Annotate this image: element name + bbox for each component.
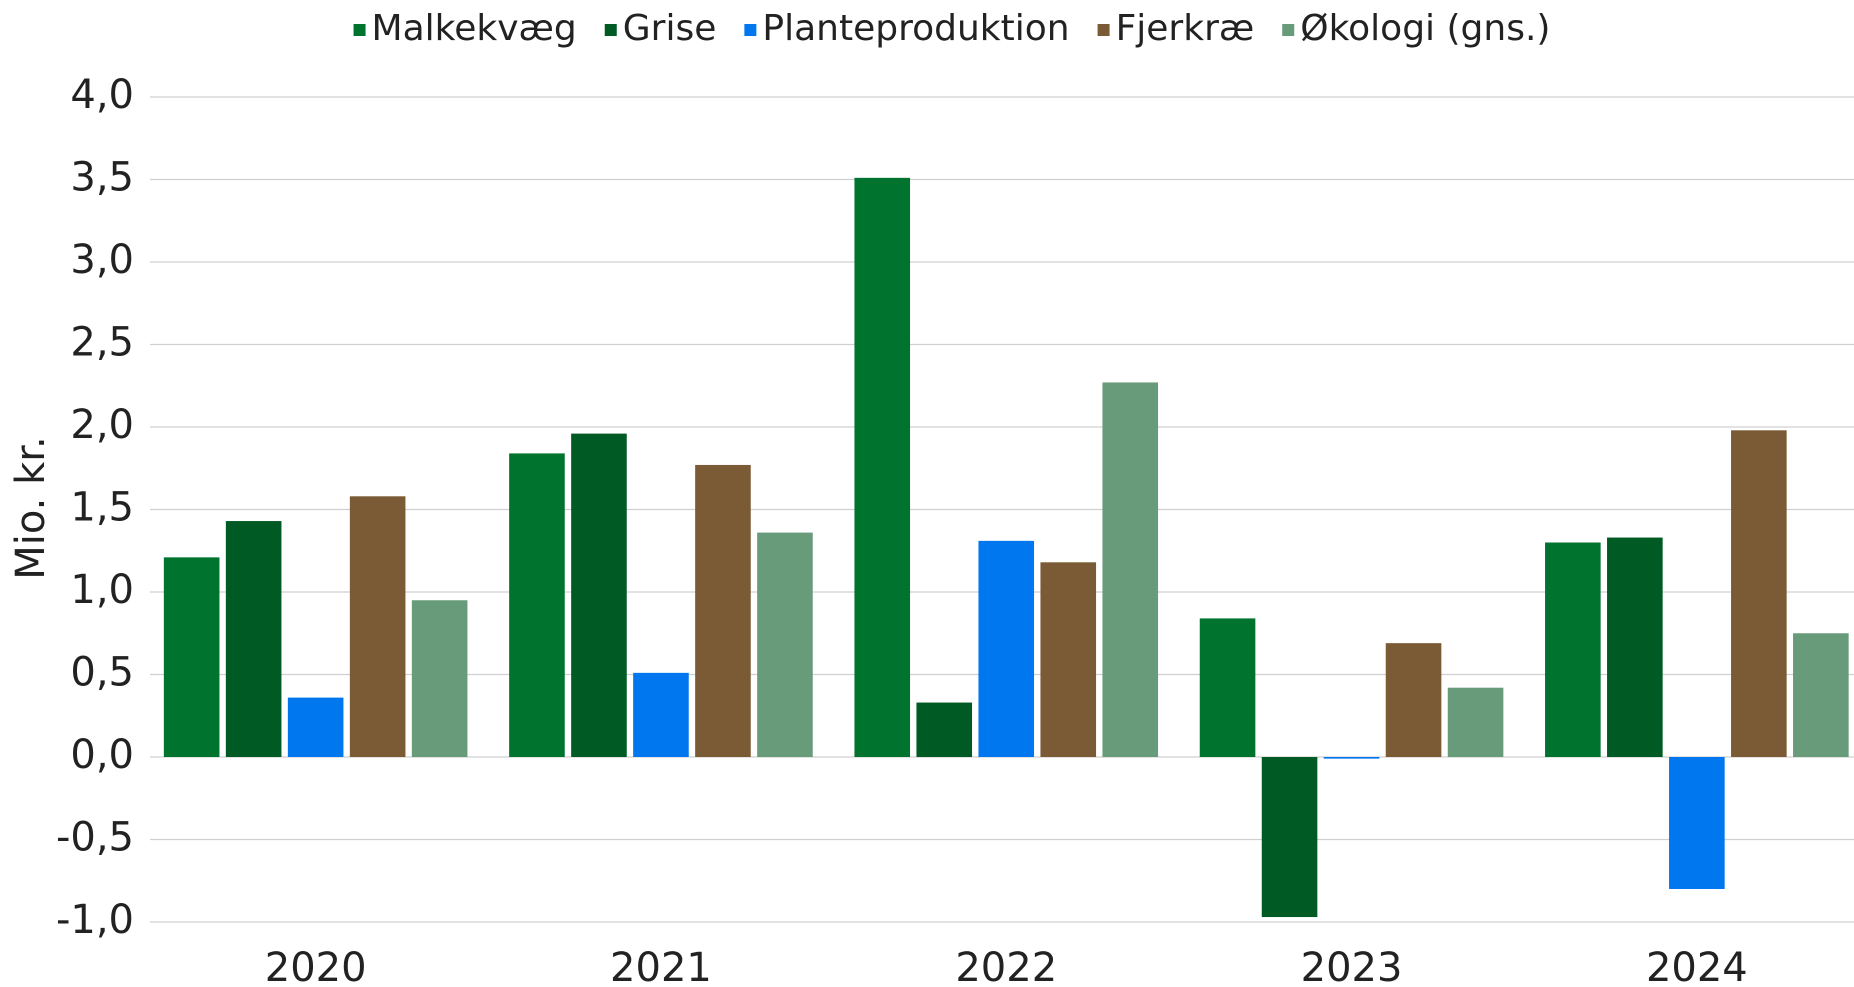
legend-label: Økologi (gns.) bbox=[1300, 8, 1550, 49]
legend-swatch bbox=[604, 24, 617, 36]
y-tick-label: 4,0 bbox=[70, 72, 134, 118]
bar bbox=[509, 453, 565, 757]
bar bbox=[349, 496, 406, 757]
bar bbox=[1199, 618, 1256, 757]
legend-label: Planteproduktion bbox=[762, 8, 1069, 49]
y-tick-label: 1,5 bbox=[70, 485, 134, 531]
y-tick-label: 1,0 bbox=[70, 567, 134, 613]
legend-swatch bbox=[1282, 24, 1295, 36]
bar bbox=[757, 532, 813, 757]
legend-swatch bbox=[353, 24, 366, 36]
bar bbox=[695, 464, 751, 757]
bar bbox=[1731, 430, 1787, 757]
bar bbox=[1545, 542, 1601, 757]
y-tick-label: -1,0 bbox=[56, 897, 134, 943]
x-tick-label: 2021 bbox=[610, 945, 712, 987]
y-tick-label: 2,0 bbox=[70, 402, 134, 448]
legend-swatch bbox=[744, 24, 757, 36]
x-tick-label: 2023 bbox=[1301, 945, 1403, 987]
bar bbox=[633, 672, 689, 757]
legend-swatch bbox=[1097, 24, 1110, 36]
y-axis-label: Mio. kr. bbox=[8, 436, 54, 579]
x-tick-label: 2024 bbox=[1646, 945, 1748, 987]
x-tick-label: 2020 bbox=[265, 945, 367, 987]
bar bbox=[1040, 562, 1097, 757]
bar bbox=[1669, 757, 1725, 889]
legend-label: Malkekvæg bbox=[372, 8, 577, 49]
legend-label: Grise bbox=[623, 8, 717, 49]
y-tick-label: 0,0 bbox=[70, 732, 134, 778]
bar bbox=[916, 702, 973, 757]
bar bbox=[1261, 757, 1318, 918]
y-tick-label: 0,5 bbox=[70, 650, 134, 696]
bar bbox=[571, 433, 627, 757]
bar bbox=[411, 600, 468, 757]
bar bbox=[1793, 633, 1849, 757]
bar bbox=[978, 540, 1035, 757]
bar bbox=[1607, 537, 1663, 757]
bar bbox=[854, 177, 911, 758]
legend-label: Fjerkræ bbox=[1116, 8, 1255, 49]
bar bbox=[1323, 757, 1380, 759]
bar bbox=[1102, 382, 1159, 757]
y-tick-label: -0,5 bbox=[56, 815, 134, 861]
y-tick-label: 3,5 bbox=[70, 155, 134, 201]
y-tick-label: 2,5 bbox=[70, 320, 134, 366]
x-tick-label: 2022 bbox=[955, 945, 1057, 987]
bar bbox=[225, 521, 282, 757]
bar bbox=[287, 697, 344, 757]
bar bbox=[163, 557, 220, 757]
y-tick-label: 3,0 bbox=[70, 237, 134, 283]
bar bbox=[1385, 643, 1442, 757]
bar bbox=[1447, 687, 1504, 757]
